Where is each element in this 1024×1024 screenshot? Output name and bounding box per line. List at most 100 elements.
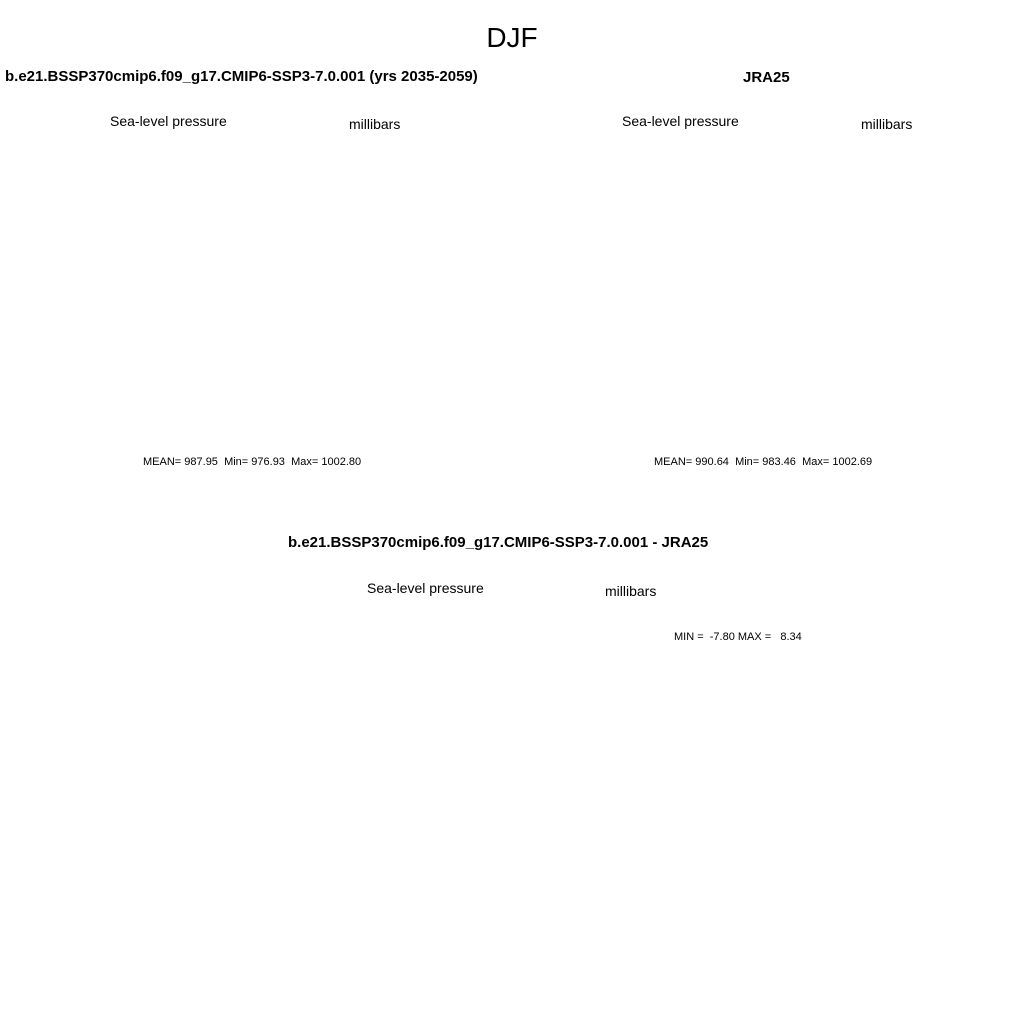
- map-2-border: [622, 145, 914, 437]
- colorbar-2-box: [837, 474, 856, 491]
- panel-3-units-label: millibars: [605, 583, 657, 599]
- colorbar-2-box: [767, 474, 786, 491]
- map-3: [370, 612, 660, 902]
- colorbar-1-box: [308, 474, 327, 491]
- colorbar-2-tick-label: 979: [671, 496, 689, 508]
- colorbar-3-box: [717, 733, 743, 748]
- colorbar-2-tick-label: 991: [741, 496, 759, 508]
- colorbar-2-box: [680, 474, 699, 491]
- colorbar-3-box: [717, 761, 743, 776]
- panel-3-variable-label: Sea-level pressure: [367, 580, 484, 596]
- colorbar-3-box: [717, 884, 743, 900]
- colorbar-3-tick-label: -2: [748, 798, 758, 810]
- colorbar-2-tick-label: 1015: [878, 496, 902, 508]
- colorbar-1-box: [133, 474, 152, 491]
- colorbar-3-tick-label: -12: [748, 866, 764, 878]
- colorbar-2-box: [715, 474, 734, 491]
- panel-2-variable-label: Sea-level pressure: [622, 113, 739, 129]
- colorbar-1-box: [378, 474, 397, 491]
- colorbar-2-box: [785, 474, 804, 491]
- colorbar-1-tick-label: 997: [264, 496, 282, 508]
- colorbar-3-box: [717, 788, 743, 803]
- colorbar-2: 973 979 985 991 997 1003 1009 1015: [627, 474, 909, 508]
- colorbar-3-box: [717, 871, 743, 886]
- colorbar-2-box: [872, 474, 891, 491]
- colorbar-3-tick-label: 10: [748, 688, 760, 700]
- colorbar-3-tick-label: -6: [748, 825, 758, 837]
- colorbar-3-box: [717, 774, 743, 790]
- colorbar-3-tick-label: 8: [748, 701, 754, 713]
- colorbar-1-tick-label: 985: [194, 496, 212, 508]
- colorbar-3-tick-label: 6: [748, 715, 754, 727]
- colorbar-2-box: [697, 474, 716, 491]
- colorbar-1-tick-label: 973: [124, 496, 142, 508]
- colorbar-1-box: [343, 474, 362, 491]
- colorbar-1: 973 979 985 991 997 1003 1009 1015: [115, 474, 397, 508]
- panel-1-stats: MEAN= 987.95 Min= 976.93 Max= 1002.80: [143, 456, 362, 468]
- panel-1-units-label: millibars: [349, 116, 401, 132]
- colorbar-1-box: [220, 474, 239, 491]
- map-2: [623, 146, 913, 436]
- colorbar-2-box: [890, 474, 909, 491]
- colorbar-1-box: [150, 474, 169, 491]
- colorbar-3-box: [717, 816, 743, 831]
- colorbar-3-tick-label: -1: [748, 784, 758, 796]
- panel-3-stats: MIN = -7.80 MAX = 8.34: [674, 631, 802, 643]
- colorbar-3-tick-label: 1: [748, 756, 754, 768]
- colorbar-2-tick-label: 1003: [808, 496, 832, 508]
- panel-2-stats: MEAN= 990.64 Min= 983.46 Max= 1002.69: [654, 456, 873, 468]
- colorbar-3-box: [717, 829, 743, 845]
- colorbar-1-tick-label: 979: [159, 496, 177, 508]
- colorbar-3-box: [717, 747, 743, 762]
- panel-2-units-label: millibars: [861, 116, 913, 132]
- colorbar-2-box: [662, 474, 681, 491]
- colorbar-3-box: [717, 843, 743, 859]
- colorbar-2-box: [732, 474, 751, 491]
- colorbar-1-box: [255, 474, 274, 491]
- colorbar-1-tick-label: 1003: [296, 496, 320, 508]
- colorbar-2-box: [820, 474, 839, 491]
- colorbar-2-box: [802, 474, 821, 491]
- map-1-border: [110, 145, 402, 437]
- colorbar-3-box: [717, 692, 743, 707]
- colorbar-3-box: [717, 802, 743, 817]
- colorbar-3-box: [717, 719, 743, 735]
- colorbar-1-box: [273, 474, 292, 491]
- colorbar-2-tick-label: 1009: [843, 496, 867, 508]
- colorbar-3-tick-label: 0: [748, 770, 754, 782]
- colorbar-1-box: [360, 474, 379, 491]
- colorbar-1-tick-label: 1015: [366, 496, 390, 508]
- map-3-border: [369, 611, 661, 903]
- colorbar-2-box: [645, 474, 664, 491]
- colorbar-3-tick-label: -4: [748, 811, 758, 823]
- colorbar-2-box: [855, 474, 874, 491]
- colorbar-1-box: [290, 474, 309, 491]
- panel-1-title: b.e21.BSSP370cmip6.f09_g17.CMIP6-SSP3-7.…: [5, 68, 478, 85]
- colorbar-2-tick-label: 985: [706, 496, 724, 508]
- colorbar-2-box: [750, 474, 769, 491]
- panel-1-variable-label: Sea-level pressure: [110, 113, 227, 129]
- colorbar-1-box: [238, 474, 257, 491]
- colorbar-3-tick-label: 12: [748, 674, 760, 686]
- colorbar-3-box: [717, 678, 743, 693]
- colorbar-3-box: [717, 705, 743, 721]
- colorbar-1-box: [325, 474, 344, 491]
- colorbar-1-box: [185, 474, 204, 491]
- colorbar-1-box: [168, 474, 187, 491]
- panel-3-title: b.e21.BSSP370cmip6.f09_g17.CMIP6-SSP3-7.…: [288, 534, 709, 551]
- map-1: [111, 146, 401, 436]
- colorbar-2-tick-label: 973: [636, 496, 654, 508]
- colorbar-3-box: [717, 857, 743, 872]
- colorbar-2-box: [627, 474, 646, 491]
- colorbar-2-tick-label: 997: [776, 496, 794, 508]
- panel-2-title: JRA25: [743, 69, 790, 86]
- colorbar-3-box: [717, 664, 743, 680]
- colorbar-3-tick-label: 2: [748, 743, 754, 755]
- colorbar-1-box: [203, 474, 222, 491]
- colorbar-3-tick-label: 4: [748, 729, 754, 741]
- colorbar-1-tick-label: 1009: [331, 496, 355, 508]
- colorbar-3-tick-label: -8: [748, 839, 758, 851]
- colorbar-1-tick-label: 991: [229, 496, 247, 508]
